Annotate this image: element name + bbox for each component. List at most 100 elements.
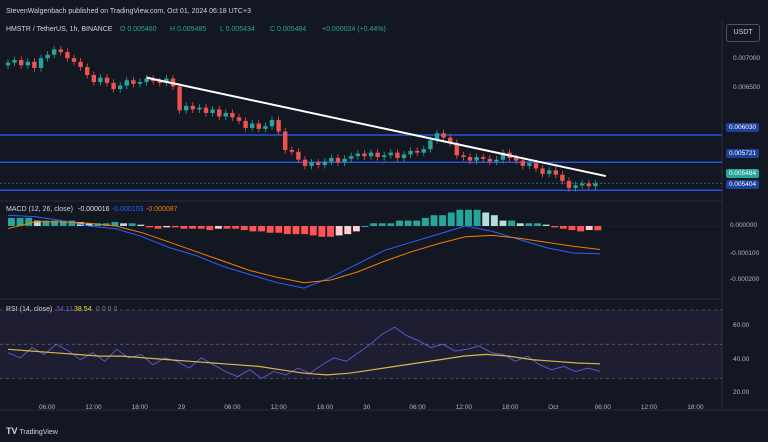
candle (527, 163, 532, 166)
candle (487, 158, 492, 162)
currency-selector[interactable]: USDT (726, 24, 760, 42)
macd-histogram-bar (59, 220, 67, 226)
candle (124, 80, 129, 86)
macd-histogram-bar (559, 226, 567, 229)
candle (309, 162, 314, 166)
signal-line (7, 221, 601, 284)
candle (217, 109, 222, 117)
candle (533, 163, 539, 169)
macd-histogram-bar (447, 212, 455, 226)
rsi-ma-value: 38.54 (74, 306, 92, 313)
macd-histogram-bar (8, 217, 15, 226)
candle (322, 161, 327, 165)
macd-label: MACD (12, 26, close) (6, 206, 73, 213)
macd-axis-label: 0.000000 (730, 222, 758, 229)
last-price-tag: 0.005484 (726, 169, 760, 178)
candle (137, 82, 143, 84)
macd-histogram-bar (439, 215, 447, 226)
ohlc-change: +0.000024 (+0.44%) (322, 26, 386, 33)
macd-histogram-bar (327, 226, 334, 237)
macd-histogram-bar (404, 220, 412, 226)
candle (428, 140, 433, 150)
time-axis-label: 18:00 (316, 404, 334, 411)
time-axis-label: 06:00 (224, 404, 241, 411)
macd-histogram-bar (525, 223, 533, 226)
candle (553, 170, 558, 175)
macd-histogram-bar (577, 226, 585, 232)
ohlc-low: L 0.005434 (220, 26, 255, 33)
candle (210, 109, 215, 113)
candle (349, 156, 354, 159)
macd-histogram-bar (508, 220, 516, 226)
time-axis-label: 30 (363, 404, 371, 411)
time-axis-label: 12:00 (85, 404, 102, 411)
candle (441, 133, 446, 138)
candle (362, 153, 367, 157)
macd-histogram-bar (490, 215, 498, 226)
macd-histogram-bar (171, 226, 179, 228)
macd-histogram-bar (197, 226, 205, 229)
macd-histogram-bar (68, 220, 76, 226)
macd-histogram-bar (163, 226, 171, 228)
time-axis-label: 06:00 (409, 404, 426, 411)
rsi-line (7, 326, 601, 379)
rsi-axis-label: 20.00 (733, 389, 750, 396)
candle (65, 52, 70, 59)
macd-value: -0.000016 (78, 206, 110, 213)
candle (560, 174, 565, 181)
macd-histogram-bar (189, 226, 196, 229)
macd-histogram-bar (120, 223, 127, 226)
candle (98, 77, 103, 83)
macd-histogram-bar (42, 220, 50, 226)
macd-histogram-bar (128, 223, 136, 226)
candle (256, 123, 261, 129)
macd-line (7, 214, 601, 289)
candle (448, 137, 453, 143)
candle (52, 49, 57, 55)
macd-histogram-bar (33, 220, 41, 226)
macd-histogram-bar (361, 226, 369, 227)
macd-axis-label: -0.000100 (730, 250, 760, 257)
macd-histogram-bar (542, 224, 550, 226)
macd-histogram-bar (232, 226, 240, 229)
candle (230, 112, 235, 118)
macd-histogram-bar (51, 220, 59, 226)
macd-signal-value: -0.000103 (112, 206, 144, 213)
candle (104, 77, 110, 83)
candle (289, 150, 294, 152)
rsi-label: RSI (14, close) (6, 306, 53, 313)
macd-histogram-bar (352, 226, 360, 232)
macd-histogram-bar (206, 226, 214, 231)
macd-histogram-bar (465, 209, 472, 226)
macd-histogram-bar (309, 226, 317, 236)
macd-histogram-bar (214, 226, 222, 229)
candle (375, 152, 380, 158)
macd-histogram-bar (370, 223, 378, 226)
candle (243, 120, 248, 128)
macd-histogram-bar (266, 226, 274, 233)
macd-histogram-bar (516, 223, 524, 226)
macd-histogram-bar (594, 226, 602, 231)
candle (283, 131, 288, 150)
candle (203, 107, 209, 113)
candle (382, 155, 387, 158)
ohlc-high: H 0.005485 (170, 26, 207, 33)
candle (388, 152, 393, 156)
candle (467, 157, 473, 161)
candle (342, 158, 347, 163)
candle (520, 160, 525, 166)
candle (118, 85, 123, 90)
candle (19, 60, 24, 66)
candle (593, 183, 598, 187)
macd-histogram-bar (154, 226, 162, 229)
candle (184, 105, 189, 111)
candle (38, 58, 44, 68)
candle (131, 80, 136, 84)
tradingview-logo: TV TradingView (6, 426, 58, 436)
candle (474, 157, 479, 161)
candle (395, 152, 400, 158)
publisher-line: StevenWalgenbach published on TradingVie… (6, 8, 251, 15)
candle (401, 154, 407, 158)
macd-histogram-bar (456, 209, 464, 226)
